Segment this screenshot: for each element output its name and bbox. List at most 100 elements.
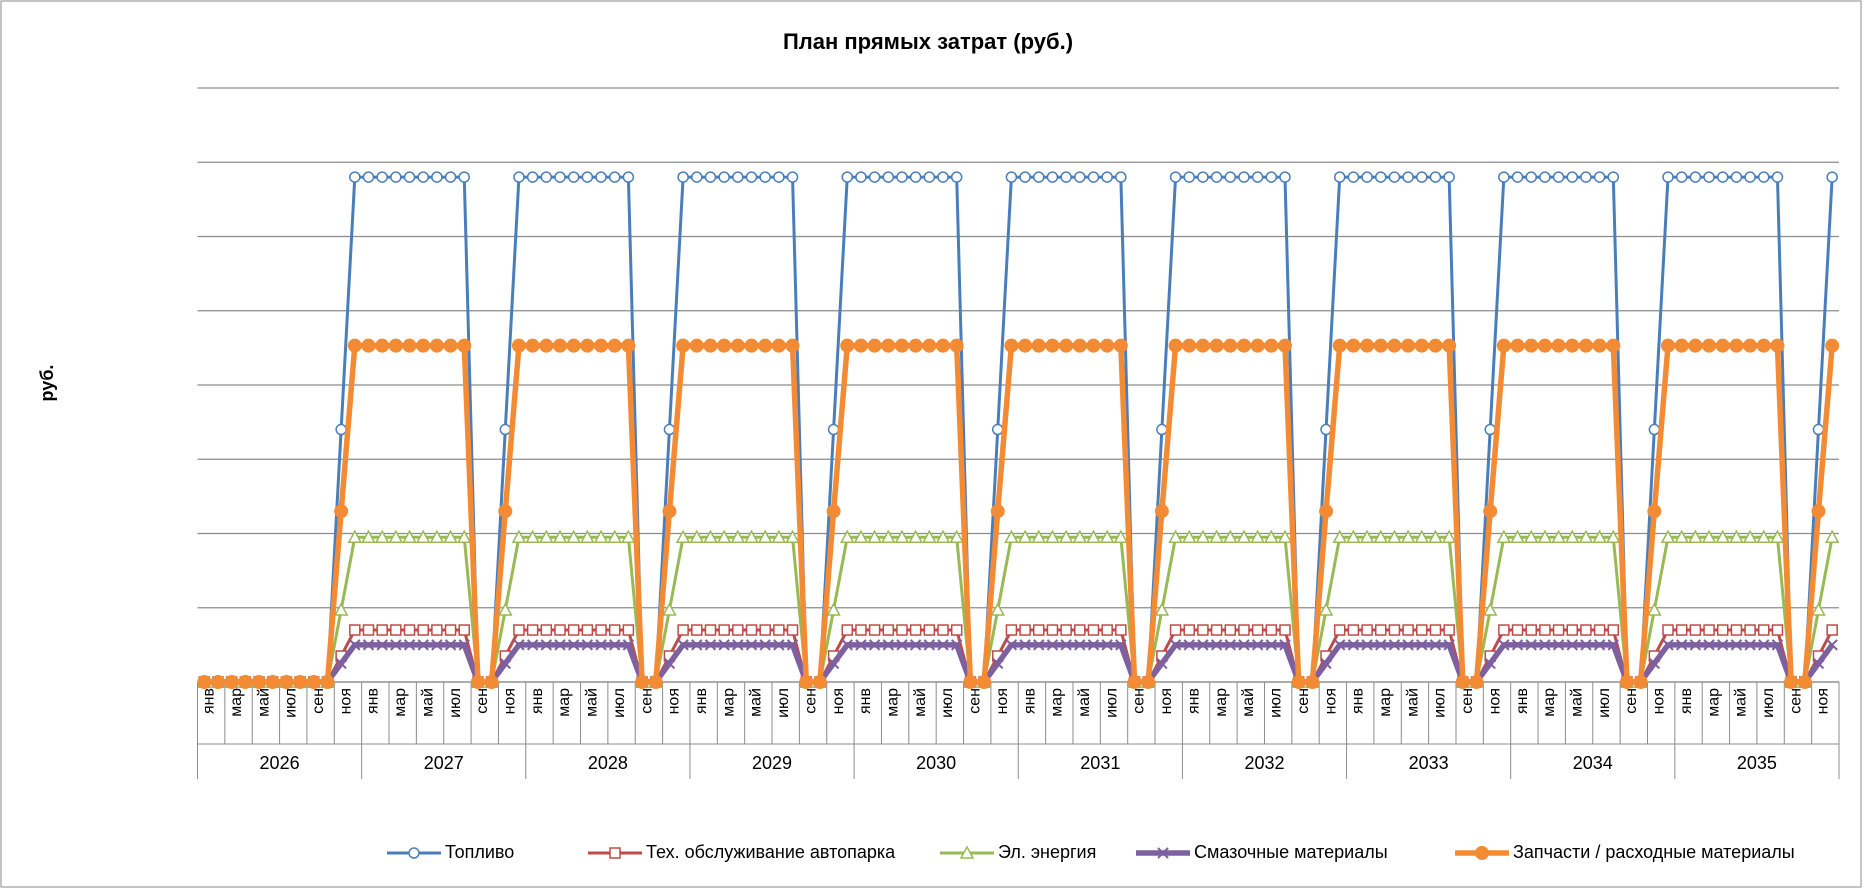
marker — [1429, 171, 1442, 183]
marker — [1209, 529, 1224, 543]
marker — [1060, 639, 1072, 651]
marker — [431, 639, 443, 651]
year-label: 2034 — [1573, 753, 1613, 773]
marker — [526, 639, 539, 651]
marker — [1223, 338, 1238, 353]
marker — [361, 529, 376, 543]
marker — [1347, 171, 1360, 183]
x-tick-label: мар — [1213, 688, 1230, 717]
marker — [621, 338, 636, 353]
marker — [581, 639, 594, 651]
marker — [1429, 639, 1442, 651]
marker — [908, 338, 923, 353]
marker — [1797, 675, 1812, 689]
marker — [1566, 171, 1579, 183]
marker — [390, 639, 402, 651]
marker — [1033, 624, 1045, 636]
marker — [1127, 675, 1142, 689]
marker — [566, 338, 581, 353]
series — [197, 338, 1840, 689]
marker — [1510, 529, 1525, 543]
marker — [540, 639, 553, 651]
marker — [1238, 639, 1250, 651]
marker — [691, 171, 703, 183]
marker — [580, 529, 595, 543]
marker — [1498, 624, 1510, 636]
marker — [1197, 171, 1209, 183]
marker — [1730, 639, 1743, 651]
marker — [443, 338, 458, 353]
x-tick-label: сен — [1623, 688, 1640, 714]
marker — [937, 639, 949, 651]
marker — [1072, 529, 1088, 543]
marker — [990, 602, 1005, 616]
marker — [362, 624, 375, 636]
marker — [1169, 624, 1182, 636]
marker — [513, 639, 525, 651]
marker — [1498, 171, 1510, 183]
x-tick-label: май — [419, 688, 436, 717]
marker — [1607, 624, 1620, 636]
marker — [375, 338, 390, 353]
x-tick-label: май — [1568, 688, 1585, 717]
marker — [1525, 639, 1537, 651]
marker — [609, 847, 621, 859]
marker — [1019, 171, 1031, 183]
marker — [1332, 529, 1347, 543]
marker — [1416, 171, 1428, 183]
marker — [511, 338, 526, 353]
marker — [1224, 639, 1236, 651]
marker — [293, 675, 308, 689]
marker — [1537, 529, 1553, 543]
x-tick-label: мар — [1377, 688, 1394, 717]
marker — [1333, 624, 1346, 636]
marker — [1689, 624, 1702, 636]
marker — [335, 657, 347, 670]
year-label: 2033 — [1409, 753, 1449, 773]
marker — [1183, 639, 1195, 651]
marker — [1511, 639, 1524, 651]
marker — [1060, 171, 1072, 183]
marker — [1046, 171, 1059, 183]
marker — [1826, 639, 1838, 651]
marker — [320, 675, 335, 689]
marker — [1033, 639, 1045, 651]
x-tick-label: ноя — [994, 688, 1011, 714]
marker — [279, 675, 294, 689]
marker — [977, 675, 992, 689]
marker — [1525, 624, 1537, 636]
marker — [1689, 171, 1702, 183]
marker — [691, 639, 703, 651]
marker — [1168, 338, 1183, 353]
marker — [1154, 602, 1170, 616]
marker — [361, 338, 376, 353]
marker — [675, 529, 691, 543]
year-label: 2031 — [1080, 753, 1120, 773]
marker — [1210, 171, 1223, 183]
marker — [922, 338, 937, 353]
marker — [1593, 624, 1606, 636]
marker — [992, 657, 1004, 670]
x-tick-label: июл — [611, 688, 628, 718]
marker — [1373, 529, 1389, 543]
marker — [1101, 624, 1113, 636]
marker — [1510, 338, 1525, 353]
marker — [1593, 171, 1606, 183]
marker — [1744, 171, 1756, 183]
marker — [1716, 624, 1729, 636]
marker — [1359, 529, 1375, 543]
marker — [252, 675, 267, 689]
marker — [1346, 529, 1361, 543]
marker — [1715, 529, 1730, 543]
marker — [390, 171, 402, 183]
marker — [1826, 624, 1838, 636]
marker — [1580, 171, 1592, 183]
x-tick-label: май — [748, 688, 765, 717]
marker — [388, 529, 404, 543]
marker — [840, 338, 855, 353]
year-label: 2030 — [916, 753, 956, 773]
marker — [1551, 338, 1566, 353]
marker — [1169, 639, 1182, 651]
marker — [826, 602, 841, 616]
x-tick-label: янв — [1514, 688, 1531, 714]
